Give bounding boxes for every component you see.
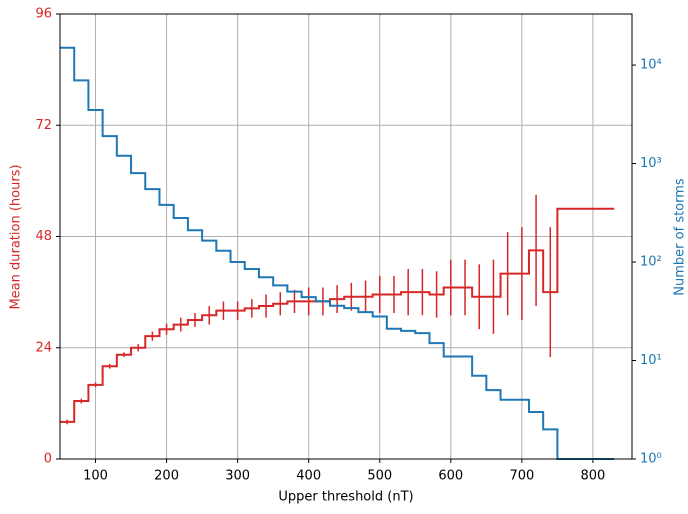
x-tick-label: 400: [296, 469, 321, 484]
x-axis-label: Upper threshold (nT): [278, 490, 413, 505]
y2-tick-label: 10⁰: [640, 452, 662, 467]
x-tick-label: 700: [509, 469, 534, 484]
y2-tick-label: 10⁴: [640, 58, 662, 73]
y-tick-label: 72: [35, 118, 52, 133]
y2-axis-label: Number of storms: [673, 178, 688, 296]
plot-frame: [59, 13, 633, 460]
x-tick-label: 500: [367, 469, 392, 484]
y-tick-label: 24: [35, 340, 52, 355]
x-tick-label: 600: [438, 469, 463, 484]
x-tick-label: 300: [225, 469, 250, 484]
x-tick-label: 200: [154, 469, 179, 484]
x-tick-label: 800: [581, 469, 606, 484]
series-line: [60, 207, 615, 423]
y2-tick-label: 10³: [640, 156, 662, 171]
y2-tick-label: 10²: [640, 255, 662, 270]
y2-tick-label: 10¹: [640, 353, 662, 368]
y-tick-label: 48: [35, 229, 52, 244]
y-axis-label: Mean duration (hours): [9, 164, 24, 309]
x-tick-label: 100: [83, 469, 108, 484]
y-tick-label: 0: [44, 452, 52, 467]
series-line: [60, 46, 615, 460]
y-tick-label: 96: [35, 7, 52, 22]
